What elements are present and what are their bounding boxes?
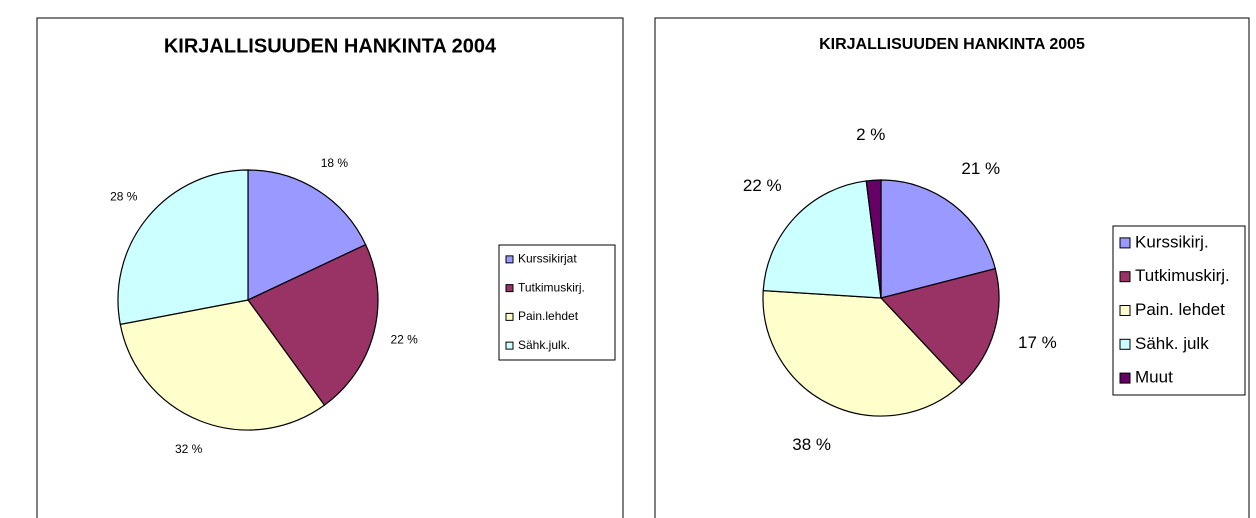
- data-label: 18 %: [321, 156, 349, 170]
- legend-box: [498, 244, 616, 361]
- data-label: 22 %: [743, 176, 782, 195]
- pie-slice: [247, 169, 367, 301]
- legend-label: Sähk. julk: [1135, 334, 1209, 353]
- legend-label: Sähk.julk.: [518, 338, 570, 352]
- pie-slice: [119, 299, 326, 431]
- legend-box: [1112, 225, 1246, 396]
- legend-swatch: [1119, 305, 1131, 316]
- data-label: 2 %: [856, 125, 885, 144]
- pie-slice: [117, 169, 249, 326]
- pie-slice: [247, 243, 379, 407]
- pie-slice: [879, 267, 1000, 385]
- legend-swatch: [505, 341, 514, 350]
- data-label: 21 %: [961, 159, 1000, 178]
- legend-swatch: [505, 255, 514, 264]
- data-label: 17 %: [1018, 333, 1057, 352]
- legend-swatch: [1119, 372, 1131, 384]
- data-label: 22 %: [390, 332, 418, 346]
- data-label: 28 %: [110, 189, 138, 203]
- data-label: 32 %: [175, 442, 203, 456]
- data-label: 38 %: [792, 435, 831, 454]
- pie-slice: [880, 179, 997, 299]
- legend-label: Tutkimuskirj.: [518, 280, 585, 294]
- legend-label: Pain.lehdet: [518, 309, 579, 323]
- legend-swatch: [1119, 237, 1131, 249]
- legend-swatch: [505, 312, 514, 321]
- legend-swatch: [505, 284, 514, 293]
- legend-label: Kurssikirjat: [518, 252, 577, 266]
- legend-swatch: [1119, 338, 1131, 350]
- legend-label: Pain. lehdet: [1135, 300, 1225, 319]
- chart-title: KIRJALLISUUDEN HANKINTA 2005: [819, 36, 1085, 53]
- pie-slice: [762, 180, 882, 299]
- legend-label: Muut: [1135, 368, 1173, 387]
- legend-label: Tutkimuskirj.: [1135, 266, 1230, 285]
- legend-label: Kurssikirj.: [1135, 232, 1209, 251]
- pie-slice: [865, 179, 882, 299]
- chart-title: KIRJALLISUUDEN HANKINTA 2004: [164, 35, 497, 57]
- legend-swatch: [1119, 271, 1131, 283]
- pie-slice: [762, 289, 963, 417]
